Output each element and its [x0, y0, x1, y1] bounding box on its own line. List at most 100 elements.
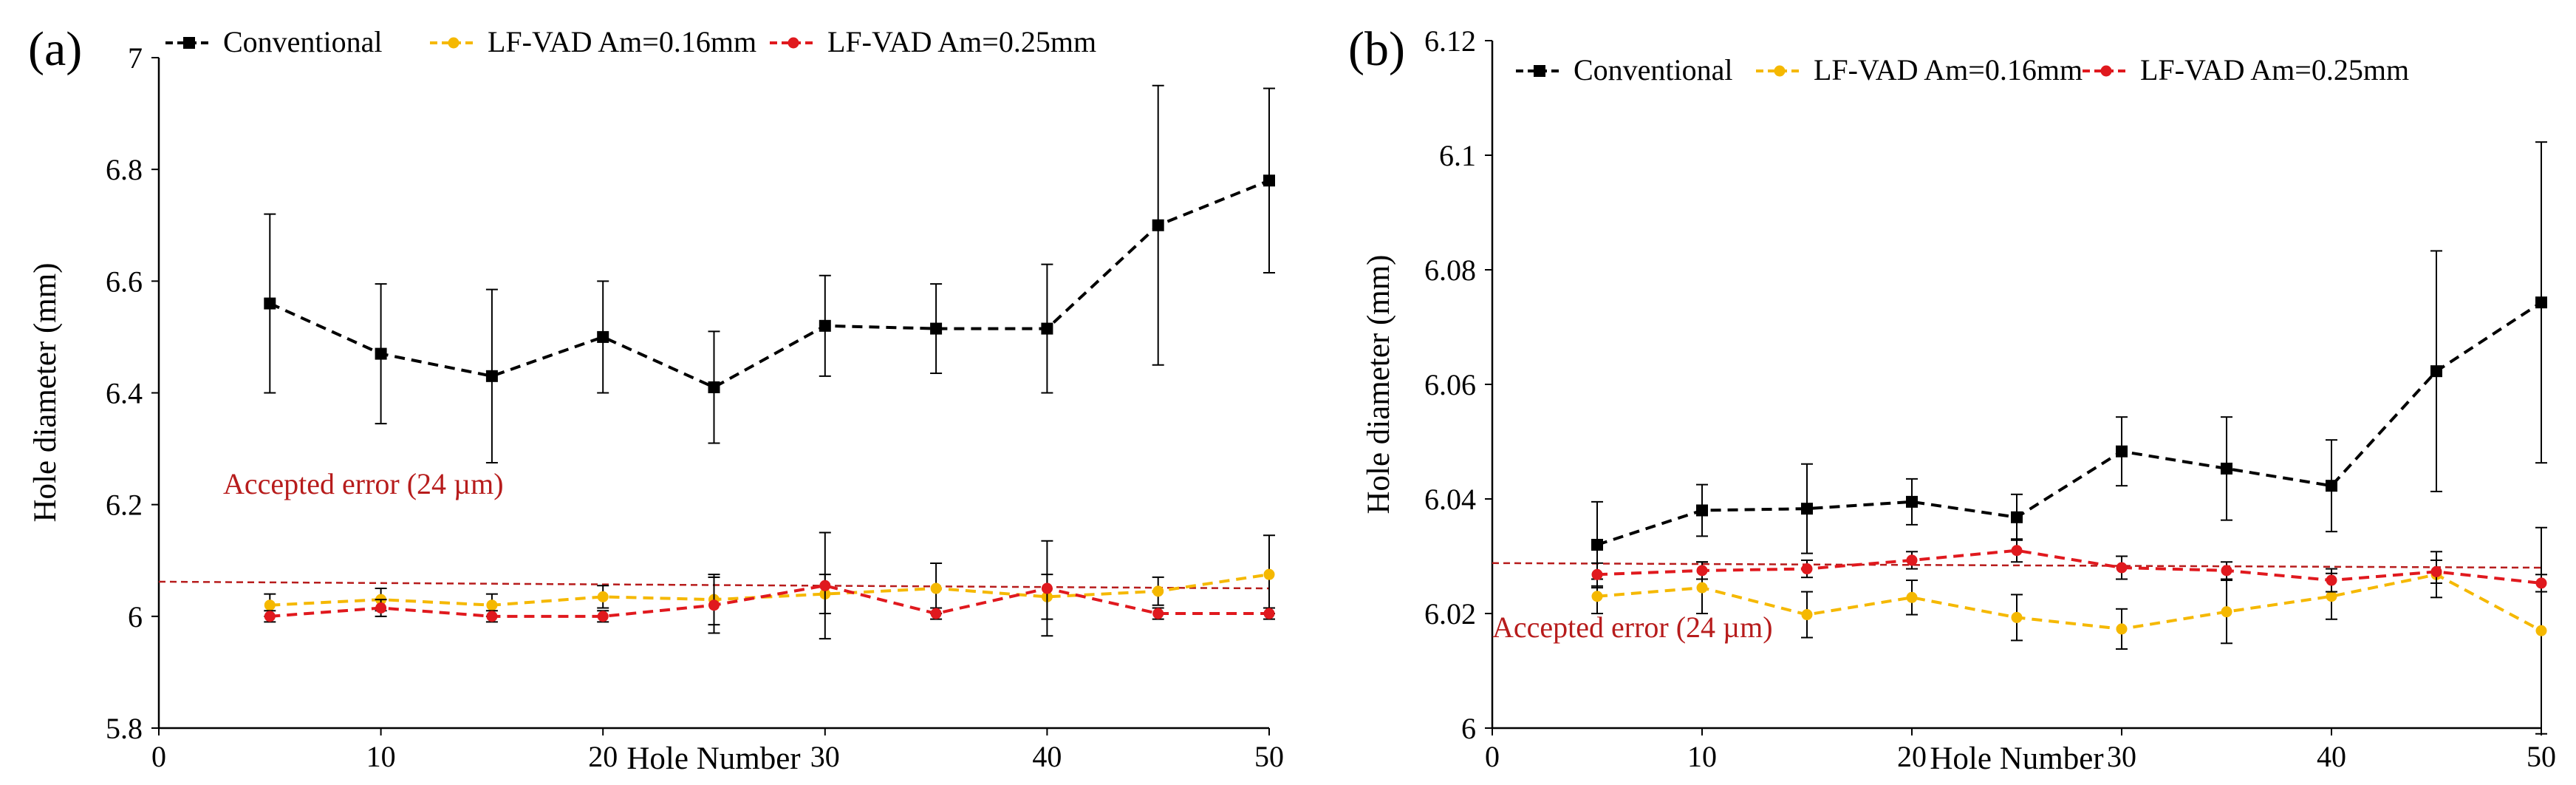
data-point — [1801, 609, 1813, 621]
series-line — [1596, 301, 2543, 546]
legend-label: LF-VAD Am=0.16mm — [488, 25, 756, 58]
data-point — [1152, 219, 1164, 231]
data-point — [2011, 545, 2023, 557]
legend-marker — [788, 37, 799, 49]
series-line — [270, 573, 1270, 607]
series-lf-vad-am-0-25mm — [1591, 538, 2547, 593]
data-point — [708, 381, 720, 393]
data-point — [486, 611, 498, 622]
data-point — [1263, 608, 1275, 619]
data-point — [930, 582, 942, 594]
data-point — [1591, 568, 1603, 580]
legend-label: LF-VAD Am=0.25mm — [827, 25, 1096, 58]
accepted-error-label: Accepted error (24 µm) — [1492, 611, 1773, 644]
data-point — [1696, 565, 1708, 577]
data-point — [1263, 568, 1275, 580]
data-point — [2011, 511, 2023, 523]
legend-label: LF-VAD Am=0.16mm — [1814, 53, 2083, 86]
data-point — [1906, 554, 1918, 566]
data-point — [264, 297, 276, 310]
y-tick-label: 6.12 — [1424, 24, 1476, 58]
data-point — [597, 611, 609, 622]
data-point — [597, 591, 609, 602]
series-line — [270, 584, 1269, 618]
x-tick-label: 50 — [2527, 740, 2556, 773]
y-tick-label: 6.08 — [1424, 254, 1476, 287]
series-lf-vad-am-0-25mm — [264, 531, 1275, 640]
data-point — [485, 370, 498, 382]
data-point — [597, 330, 609, 343]
data-point — [2221, 606, 2232, 618]
data-point — [819, 580, 831, 591]
legend: Conventional LF-VAD Am=0.16mm LF-VAD Am=0.… — [1516, 53, 2409, 86]
data-point — [1801, 503, 1813, 515]
x-tick-label: 50 — [1254, 740, 1284, 773]
series-line — [1596, 548, 2542, 585]
series-lf-vad-am-0-16mm — [1591, 526, 2547, 735]
data-point — [2116, 562, 2128, 574]
x-tick-label: 20 — [588, 740, 618, 773]
chart-panel-b: (b) 6 6.02 6.04 6.06 6.08 6.1 6.12 0 10 20 30 40 50 Ho… — [1348, 22, 2556, 776]
data-point — [1152, 608, 1164, 619]
legend-label: LF-VAD Am=0.25mm — [2140, 53, 2409, 86]
data-point — [2116, 445, 2128, 458]
x-tick-label: 40 — [2317, 740, 2346, 773]
legend-label: Conventional — [1574, 53, 1733, 86]
data-point — [486, 599, 498, 611]
y-tick-label: 6.8 — [106, 153, 143, 186]
y-tick-label: 6.02 — [1424, 597, 1476, 631]
data-point — [2535, 296, 2547, 309]
data-point — [1696, 504, 1708, 517]
data-point — [1906, 591, 1918, 603]
x-tick-label: 0 — [1485, 740, 1500, 773]
data-point — [1696, 582, 1708, 594]
data-point — [1906, 495, 1918, 508]
legend-marker — [2100, 65, 2112, 77]
x-tick-label: 30 — [2107, 740, 2136, 773]
legend-marker — [1534, 65, 1545, 77]
legend-marker — [448, 37, 459, 49]
data-point — [2430, 365, 2442, 378]
y-axis-title: Hole diameter (mm) — [28, 262, 63, 522]
x-tick-label: 20 — [1897, 740, 1927, 773]
data-point — [2011, 611, 2023, 623]
y-tick-label: 6 — [128, 600, 143, 633]
data-point — [375, 602, 387, 614]
y-axis-title: Hole diameter (mm) — [1362, 254, 1396, 514]
legend-marker — [1774, 65, 1786, 77]
x-tick-label: 30 — [810, 740, 840, 773]
data-point — [1041, 322, 1053, 335]
panel-label-a: (a) — [28, 22, 82, 76]
data-point — [2535, 625, 2547, 636]
y-tick-label: 6.4 — [106, 377, 143, 410]
series-line — [269, 179, 1270, 390]
data-point — [2326, 591, 2337, 602]
legend-marker — [183, 37, 195, 49]
accepted-error-line — [1492, 562, 2542, 569]
data-point — [930, 322, 943, 335]
x-axis-title: Hole Number — [626, 741, 800, 776]
x-tick-label: 40 — [1032, 740, 1062, 773]
data-point — [2326, 574, 2337, 586]
legend-label: Conventional — [223, 25, 383, 58]
y-tick-label: 6.1 — [1439, 139, 1476, 172]
y-tick-label: 5.8 — [106, 712, 143, 745]
y-tick-label: 6.04 — [1424, 483, 1476, 516]
y-tick-label: 6 — [1461, 712, 1476, 745]
data-point — [375, 347, 387, 360]
x-tick-label: 10 — [1687, 740, 1717, 773]
x-tick-label: 0 — [151, 740, 166, 773]
data-point — [1591, 591, 1603, 602]
y-tick-label: 6.06 — [1424, 368, 1476, 401]
data-point — [819, 319, 831, 332]
series-line — [1596, 573, 2542, 633]
data-point — [2116, 623, 2128, 635]
data-point — [1152, 585, 1164, 597]
data-point — [2535, 577, 2547, 589]
data-point — [930, 608, 942, 619]
data-point — [2221, 462, 2232, 475]
data-point — [2221, 565, 2232, 577]
y-tick-label: 7 — [128, 41, 143, 75]
data-point — [1263, 174, 1275, 187]
